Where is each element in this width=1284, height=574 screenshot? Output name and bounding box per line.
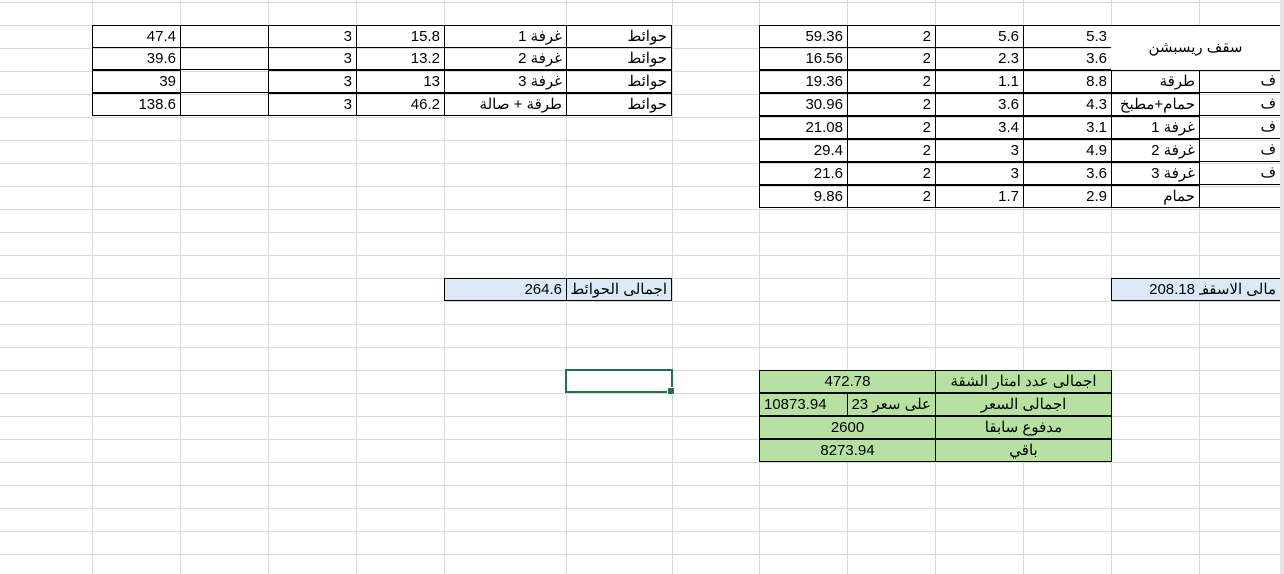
walls-height-cell[interactable]: 3 [268, 25, 357, 48]
ceiling-partial-cell[interactable]: ف [1199, 93, 1280, 116]
ceiling-width-cell[interactable]: 5.6 [935, 25, 1024, 48]
ceiling-room-cell[interactable]: حمام [1111, 185, 1200, 208]
summary-label-cell[interactable]: مدفوع سابقا [935, 416, 1112, 439]
ceiling-partial-cell[interactable]: ف [1199, 70, 1280, 93]
empty-cell[interactable] [180, 70, 269, 93]
ceiling-partial-cell[interactable]: ف [1199, 116, 1280, 139]
ceiling-total-value[interactable]: 208.18 [1111, 278, 1200, 301]
vertical-scrollbar[interactable] [1280, 0, 1284, 574]
ceiling-length-cell[interactable]: 5.3 [1023, 25, 1112, 48]
ceiling-area-cell[interactable]: 19.36 [759, 70, 848, 93]
ceiling-room-cell[interactable]: غرفة 2 [1111, 139, 1200, 162]
summary-label-cell[interactable]: اجمالى عدد امتار الشقة [935, 370, 1112, 393]
ceiling-area-cell[interactable]: 29.4 [759, 139, 848, 162]
ceiling-factor-cell[interactable]: 2 [847, 139, 936, 162]
summary-value-cell[interactable]: 2600 [759, 416, 936, 439]
ceiling-length-cell[interactable]: 2.9 [1023, 185, 1112, 208]
walls-height-cell[interactable]: 3 [268, 93, 357, 116]
walls-area-cell[interactable]: 47.4 [92, 25, 181, 48]
ceiling-partial-cell[interactable]: ف [1199, 162, 1280, 185]
walls-area-cell[interactable]: 39 [92, 70, 181, 93]
walls-total-label[interactable]: اجمالى الحوائط [566, 278, 672, 301]
walls-type-cell[interactable]: حوائط [566, 93, 672, 116]
ceiling-length-cell[interactable]: 3.1 [1023, 116, 1112, 139]
walls-room-cell[interactable]: غرفة 2 [444, 47, 567, 70]
active-cell-selection[interactable] [565, 369, 675, 395]
summary-value-cell[interactable]: 10873.94 [759, 393, 848, 416]
ceiling-length-cell[interactable]: 8.8 [1023, 70, 1112, 93]
walls-perimeter-cell[interactable]: 15.8 [356, 25, 445, 48]
ceiling-factor-cell[interactable]: 2 [847, 70, 936, 93]
ceiling-factor-cell[interactable]: 2 [847, 185, 936, 208]
ceiling-factor-cell[interactable]: 2 [847, 162, 936, 185]
ceiling-length-cell[interactable]: 3.6 [1023, 47, 1112, 70]
walls-area-cell[interactable]: 138.6 [92, 93, 181, 116]
ceiling-width-cell[interactable]: 3.4 [935, 116, 1024, 139]
ceiling-factor-cell[interactable]: 2 [847, 116, 936, 139]
ceiling-total-label[interactable]: مالى الاسقف [1199, 278, 1280, 301]
ceiling-area-cell[interactable]: 21.6 [759, 162, 848, 185]
ceiling-factor-cell[interactable]: 2 [847, 25, 936, 48]
walls-perimeter-cell[interactable]: 46.2 [356, 93, 445, 116]
empty-cell[interactable] [180, 25, 269, 48]
ceiling-length-cell[interactable]: 4.3 [1023, 93, 1112, 116]
summary-note-cell[interactable]: على سعر 23 [847, 393, 936, 416]
empty-cell[interactable] [1199, 185, 1280, 208]
ceiling-width-cell[interactable]: 3 [935, 139, 1024, 162]
ceiling-area-cell[interactable]: 21.08 [759, 116, 848, 139]
ceiling-area-cell[interactable]: 9.86 [759, 185, 848, 208]
ceiling-header-label[interactable]: سقف ريسبشن [1111, 25, 1280, 71]
walls-total-value[interactable]: 264.6 [444, 278, 567, 301]
summary-label-cell[interactable]: باقي [935, 439, 1112, 462]
walls-type-cell[interactable]: حوائط [566, 70, 672, 93]
walls-perimeter-cell[interactable]: 13.2 [356, 47, 445, 70]
walls-room-cell[interactable]: طرقة + صالة [444, 93, 567, 116]
ceiling-partial-cell[interactable]: ف [1199, 139, 1280, 162]
ceiling-room-cell[interactable]: غرفة 1 [1111, 116, 1200, 139]
ceiling-room-cell[interactable]: حمام+مطبخ [1111, 93, 1200, 116]
ceiling-width-cell[interactable]: 1.1 [935, 70, 1024, 93]
ceiling-area-cell[interactable]: 16.56 [759, 47, 848, 70]
ceiling-area-cell[interactable]: 59.36 [759, 25, 848, 48]
empty-cell[interactable] [180, 47, 269, 70]
empty-cell[interactable] [180, 93, 269, 116]
ceiling-length-cell[interactable]: 3.6 [1023, 162, 1112, 185]
walls-type-cell[interactable]: حوائط [566, 25, 672, 48]
ceiling-width-cell[interactable]: 3 [935, 162, 1024, 185]
ceiling-area-cell[interactable]: 30.96 [759, 93, 848, 116]
ceiling-factor-cell[interactable]: 2 [847, 47, 936, 70]
ceiling-width-cell[interactable]: 2.3 [935, 47, 1024, 70]
walls-area-cell[interactable]: 39.6 [92, 47, 181, 70]
walls-room-cell[interactable]: غرفة 3 [444, 70, 567, 93]
walls-perimeter-cell[interactable]: 13 [356, 70, 445, 93]
summary-value-cell[interactable]: 472.78 [759, 370, 936, 393]
ceiling-width-cell[interactable]: 3.6 [935, 93, 1024, 116]
walls-room-cell[interactable]: غرفة 1 [444, 25, 567, 48]
ceiling-length-cell[interactable]: 4.9 [1023, 139, 1112, 162]
summary-value-cell[interactable]: 8273.94 [759, 439, 936, 462]
ceiling-factor-cell[interactable]: 2 [847, 93, 936, 116]
walls-type-cell[interactable]: حوائط [566, 47, 672, 70]
summary-label-cell[interactable]: اجمالى السعر [935, 393, 1112, 416]
walls-height-cell[interactable]: 3 [268, 47, 357, 70]
ceiling-room-cell[interactable]: غرفة 3 [1111, 162, 1200, 185]
ceiling-width-cell[interactable]: 1.7 [935, 185, 1024, 208]
ceiling-room-cell[interactable]: طرقة [1111, 70, 1200, 93]
fill-handle[interactable] [667, 387, 675, 395]
walls-height-cell[interactable]: 3 [268, 70, 357, 93]
